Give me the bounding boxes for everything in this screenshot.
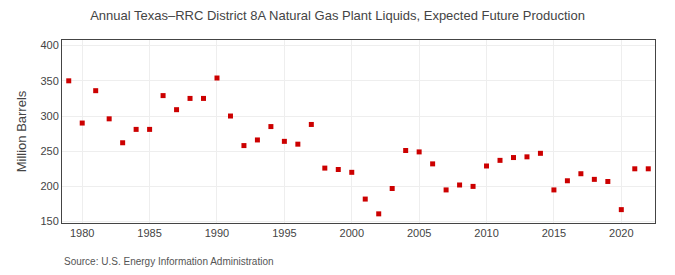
- svg-text:1985: 1985: [137, 227, 161, 239]
- svg-text:400: 400: [40, 39, 58, 51]
- svg-text:2000: 2000: [340, 227, 364, 239]
- svg-text:2005: 2005: [407, 227, 431, 239]
- svg-text:1980: 1980: [70, 227, 94, 239]
- svg-text:2020: 2020: [609, 227, 633, 239]
- svg-text:Source: U.S. Energy Informatio: Source: U.S. Energy Information Administ…: [64, 256, 274, 267]
- svg-text:Annual Texas–RRC District 8A N: Annual Texas–RRC District 8A Natural Gas…: [90, 8, 585, 23]
- svg-text:2015: 2015: [542, 227, 566, 239]
- svg-text:300: 300: [40, 110, 58, 122]
- svg-text:150: 150: [40, 215, 58, 227]
- svg-text:1995: 1995: [272, 227, 296, 239]
- svg-text:250: 250: [40, 145, 58, 157]
- svg-text:350: 350: [40, 75, 58, 87]
- svg-text:2010: 2010: [474, 227, 498, 239]
- svg-text:Million Barrels: Million Barrels: [14, 90, 29, 172]
- svg-text:200: 200: [40, 180, 58, 192]
- svg-text:1990: 1990: [205, 227, 229, 239]
